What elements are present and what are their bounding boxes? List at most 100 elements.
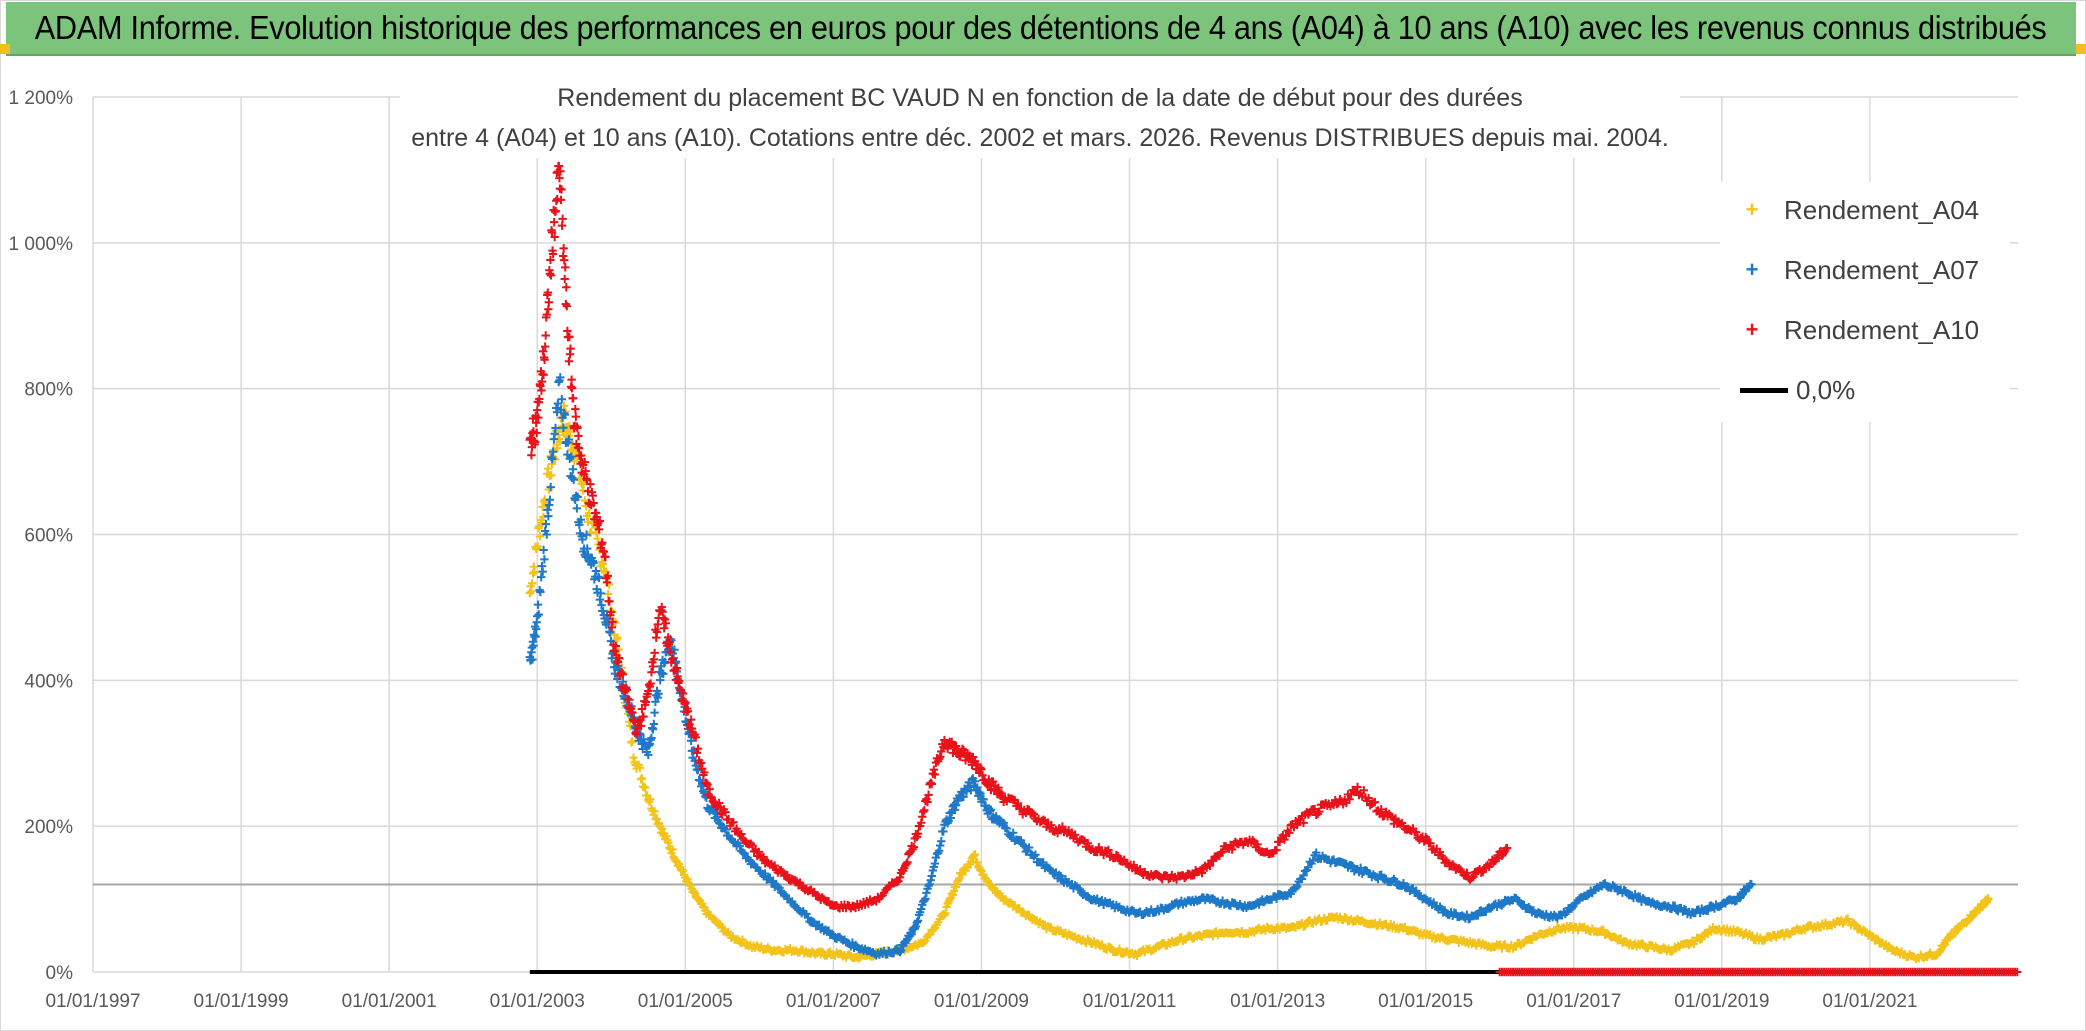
point-rendement-a07 — [539, 545, 548, 555]
point-rendement-a07 — [546, 482, 555, 492]
point-rendement-a10 — [580, 457, 590, 467]
point-rendement-a10 — [1467, 873, 1476, 883]
x-tick-label: 01/01/2013 — [1230, 991, 1325, 1012]
point-rendement-a07 — [649, 719, 659, 729]
point-rendement-a10 — [783, 871, 792, 880]
point-rendement-a07 — [1016, 836, 1026, 845]
legend-marker-a04: + — [1745, 197, 1759, 222]
point-rendement-a10 — [586, 479, 595, 489]
point-rendement-a10 — [564, 357, 574, 366]
point-rendement-a07 — [533, 600, 543, 609]
point-rendement-a07 — [740, 849, 749, 858]
point-rendement-a10 — [920, 806, 929, 815]
point-rendement-a07 — [647, 733, 656, 743]
point-rendement-a10 — [1426, 839, 1435, 848]
point-rendement-a07 — [596, 589, 605, 598]
point-rendement-a04 — [664, 838, 673, 848]
point-rendement-a04 — [598, 559, 608, 569]
point-rendement-a07 — [654, 689, 663, 698]
point-rendement-a10 — [571, 404, 580, 414]
point-rendement-a04 — [527, 587, 536, 596]
x-tick-label: 01/01/1999 — [194, 991, 289, 1012]
point-rendement-a07 — [922, 888, 931, 898]
point-rendement-a10 — [537, 386, 546, 395]
point-rendement-a07 — [567, 452, 576, 461]
point-rendement-a10 — [534, 413, 543, 422]
point-rendement-a04 — [941, 909, 950, 918]
point-rendement-a10 — [1462, 868, 1472, 878]
point-rendement-a10 — [1047, 820, 1056, 830]
point-rendement-a10 — [541, 331, 550, 340]
point-rendement-a07 — [576, 515, 586, 524]
x-tick-label: 01/01/2009 — [934, 991, 1029, 1012]
point-rendement-a07 — [548, 447, 558, 456]
point-rendement-a04 — [603, 589, 613, 599]
point-rendement-a10 — [913, 829, 923, 838]
point-rendement-a10 — [696, 758, 706, 768]
point-rendement-a07 — [531, 632, 540, 641]
chart-title: Rendement du placement BC VAUD N en fonc… — [400, 78, 1680, 158]
point-rendement-a10 — [546, 255, 555, 265]
point-rendement-a10 — [1391, 814, 1400, 823]
x-tick-label: 01/01/1997 — [45, 991, 140, 1012]
point-rendement-a10 — [601, 552, 610, 562]
point-rendement-a07 — [1020, 841, 1029, 851]
point-rendement-a10 — [686, 715, 696, 724]
point-rendement-a07 — [569, 475, 578, 484]
point-rendement-a10 — [894, 877, 903, 886]
point-rendement-a10 — [559, 244, 568, 253]
point-rendement-a04 — [650, 807, 659, 816]
point-rendement-a10 — [622, 685, 632, 694]
point-rendement-a10 — [527, 451, 536, 460]
point-rendement-a10 — [557, 185, 566, 194]
point-rendement-a07 — [931, 853, 941, 862]
point-rendement-a10 — [533, 405, 542, 415]
y-tick-label: 1 200% — [9, 88, 74, 109]
point-rendement-a10 — [1299, 818, 1308, 828]
point-rendement-a07 — [939, 827, 948, 836]
point-rendement-a10 — [546, 271, 556, 280]
point-rendement-a07 — [950, 805, 960, 815]
point-rendement-a10 — [968, 752, 978, 762]
point-rendement-a04 — [646, 795, 655, 804]
point-rendement-a10 — [562, 283, 571, 292]
point-rendement-a10 — [614, 653, 624, 663]
point-rendement-a10 — [1285, 828, 1294, 838]
point-rendement-a10 — [556, 167, 565, 176]
point-rendement-a10 — [1280, 835, 1289, 844]
point-rendement-a10 — [1377, 805, 1386, 814]
point-rendement-a10 — [573, 423, 582, 433]
point-rendement-a10 — [565, 332, 574, 341]
point-rendement-a07 — [1299, 871, 1308, 880]
x-tick-label: 01/01/2011 — [1083, 991, 1177, 1012]
point-rendement-a10 — [1359, 786, 1369, 795]
x-tick-label: 01/01/2015 — [1378, 991, 1473, 1012]
point-rendement-a10 — [598, 538, 607, 547]
point-rendement-a10 — [1502, 843, 1512, 853]
point-rendement-a10-zero — [2013, 967, 2022, 977]
point-rendement-a10 — [927, 779, 936, 789]
x-tick-label: 01/01/2003 — [490, 991, 585, 1012]
point-rendement-a10 — [531, 418, 541, 427]
point-rendement-a07 — [1473, 911, 1483, 920]
point-rendement-a10 — [668, 654, 678, 664]
point-rendement-a10 — [930, 770, 940, 779]
point-rendement-a10 — [603, 571, 613, 581]
point-rendement-a10 — [542, 310, 551, 319]
point-rendement-a10 — [659, 623, 669, 633]
point-rendement-a10 — [926, 778, 935, 788]
point-rendement-a04 — [593, 534, 602, 543]
point-rendement-a10 — [1078, 835, 1088, 845]
y-tick-label: 800% — [24, 380, 73, 401]
point-rendement-a07 — [544, 511, 553, 521]
point-rendement-a07 — [575, 520, 584, 530]
point-rendement-a04 — [1105, 942, 1115, 952]
point-rendement-a07 — [913, 916, 923, 925]
point-rendement-a10 — [721, 807, 730, 817]
point-rendement-a07 — [937, 837, 946, 846]
point-rendement-a10 — [705, 784, 714, 794]
point-rendement-a04 — [1940, 940, 1950, 949]
point-rendement-a10 — [1013, 799, 1023, 808]
point-rendement-a07 — [691, 761, 701, 770]
point-rendement-a10 — [646, 679, 655, 688]
